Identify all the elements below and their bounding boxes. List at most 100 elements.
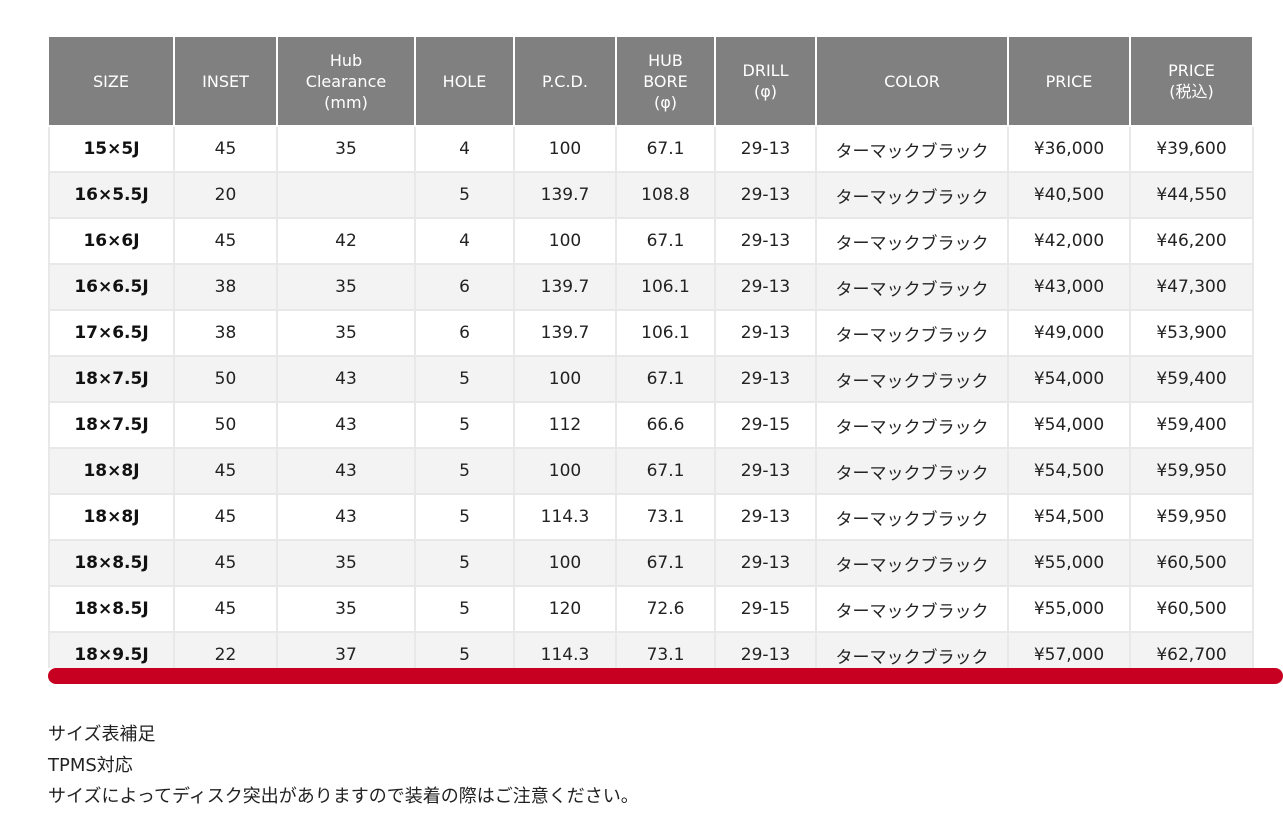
cell-size: 16×5.5J bbox=[48, 171, 175, 219]
header-pcd: P.C.D. bbox=[513, 37, 617, 127]
header-inset: INSET bbox=[173, 37, 278, 127]
table-row: 16×6J 45 42 4 100 67.1 29-13 ターマックブラック ¥42,000 ¥4… bbox=[48, 217, 1254, 265]
table-row: 17×6.5J 38 35 6 139.7 106.1 29-13 ターマックブラック ¥49,… bbox=[48, 309, 1254, 357]
cell-hub-clearance: 37 bbox=[276, 631, 416, 668]
table-row: 18×9.5J 22 37 5 114.3 73.1 29-13 ターマックブラック ¥57,0… bbox=[48, 631, 1254, 668]
cell-hub-bore: 73.1 bbox=[615, 631, 716, 668]
cell-color: ターマックブラック bbox=[815, 125, 1009, 173]
cell-price: ¥43,000 bbox=[1007, 263, 1131, 311]
cell-hole: 5 bbox=[414, 539, 515, 587]
table-row: 18×7.5J 50 43 5 100 67.1 29-13 ターマックブラック ¥54,000… bbox=[48, 355, 1254, 403]
cell-hole: 5 bbox=[414, 447, 515, 495]
cell-hub-clearance: 35 bbox=[276, 125, 416, 173]
cell-size: 18×8J bbox=[48, 447, 175, 495]
cell-price-tax-included: ¥53,900 bbox=[1129, 309, 1254, 357]
cell-price: ¥36,000 bbox=[1007, 125, 1131, 173]
table-header-row: SIZE INSET Hub Clearance (mm) HOLE P.C.D… bbox=[49, 37, 1254, 127]
cell-hub-bore: 67.1 bbox=[615, 355, 716, 403]
horizontal-scrollbar[interactable] bbox=[48, 668, 1283, 684]
header-hole: HOLE bbox=[414, 37, 515, 127]
cell-size: 15×5J bbox=[48, 125, 175, 173]
cell-price: ¥54,000 bbox=[1007, 355, 1131, 403]
cell-size: 18×7.5J bbox=[48, 355, 175, 403]
cell-color: ターマックブラック bbox=[815, 171, 1009, 219]
cell-inset: 38 bbox=[173, 309, 278, 357]
table-row: 18×8.5J 45 35 5 100 67.1 29-13 ターマックブラック ¥55,000… bbox=[48, 539, 1254, 587]
header-price-tax-included: PRICE (税込) bbox=[1129, 37, 1254, 127]
cell-hub-bore: 67.1 bbox=[615, 125, 716, 173]
cell-price-tax-included: ¥59,400 bbox=[1129, 401, 1254, 449]
cell-drill: 29-13 bbox=[714, 355, 817, 403]
cell-hole: 4 bbox=[414, 125, 515, 173]
table-row: 18×7.5J 50 43 5 112 66.6 29-15 ターマックブラック ¥54,000… bbox=[48, 401, 1254, 449]
cell-drill: 29-13 bbox=[714, 631, 817, 668]
cell-color: ターマックブラック bbox=[815, 631, 1009, 668]
cell-price-tax-included: ¥46,200 bbox=[1129, 217, 1254, 265]
cell-hub-clearance bbox=[276, 171, 416, 219]
note-disc-protrusion: サイズによってディスク突出がありますので装着の際はご注意ください。 bbox=[48, 786, 639, 807]
cell-pcd: 100 bbox=[513, 217, 617, 265]
table-row: 15×5J 45 35 4 100 67.1 29-13 ターマックブラック ¥36,000 ¥3… bbox=[48, 125, 1254, 173]
cell-drill: 29-13 bbox=[714, 539, 817, 587]
cell-price-tax-included: ¥47,300 bbox=[1129, 263, 1254, 311]
cell-price: ¥54,500 bbox=[1007, 493, 1131, 541]
cell-size: 18×8J bbox=[48, 493, 175, 541]
cell-hole: 4 bbox=[414, 217, 515, 265]
cell-hole: 5 bbox=[414, 171, 515, 219]
cell-hub-bore: 66.6 bbox=[615, 401, 716, 449]
cell-pcd: 100 bbox=[513, 355, 617, 403]
cell-pcd: 100 bbox=[513, 125, 617, 173]
cell-price-tax-included: ¥59,950 bbox=[1129, 493, 1254, 541]
cell-hub-bore: 106.1 bbox=[615, 263, 716, 311]
cell-color: ターマックブラック bbox=[815, 585, 1009, 633]
cell-size: 17×6.5J bbox=[48, 309, 175, 357]
cell-hub-bore: 106.1 bbox=[615, 309, 716, 357]
header-price: PRICE bbox=[1007, 37, 1131, 127]
cell-price: ¥54,000 bbox=[1007, 401, 1131, 449]
cell-hole: 5 bbox=[414, 401, 515, 449]
cell-drill: 29-13 bbox=[714, 217, 817, 265]
cell-price-tax-included: ¥62,700 bbox=[1129, 631, 1254, 668]
cell-hole: 5 bbox=[414, 631, 515, 668]
cell-hub-bore: 73.1 bbox=[615, 493, 716, 541]
cell-size: 18×7.5J bbox=[48, 401, 175, 449]
size-table-container[interactable]: SIZE INSET Hub Clearance (mm) HOLE P.C.D… bbox=[48, 37, 1283, 668]
table-row: 18×8J 45 43 5 114.3 73.1 29-13 ターマックブラック ¥54,500… bbox=[48, 493, 1254, 541]
cell-pcd: 139.7 bbox=[513, 309, 617, 357]
cell-price: ¥49,000 bbox=[1007, 309, 1131, 357]
cell-inset: 45 bbox=[173, 493, 278, 541]
cell-pcd: 112 bbox=[513, 401, 617, 449]
cell-size: 18×8.5J bbox=[48, 539, 175, 587]
cell-hole: 6 bbox=[414, 309, 515, 357]
cell-color: ターマックブラック bbox=[815, 401, 1009, 449]
cell-inset: 45 bbox=[173, 585, 278, 633]
cell-size: 18×8.5J bbox=[48, 585, 175, 633]
cell-pcd: 114.3 bbox=[513, 631, 617, 668]
cell-pcd: 100 bbox=[513, 539, 617, 587]
cell-color: ターマックブラック bbox=[815, 309, 1009, 357]
header-hub-clearance: Hub Clearance (mm) bbox=[276, 37, 416, 127]
cell-price: ¥57,000 bbox=[1007, 631, 1131, 668]
cell-price-tax-included: ¥39,600 bbox=[1129, 125, 1254, 173]
cell-price-tax-included: ¥44,550 bbox=[1129, 171, 1254, 219]
header-color: COLOR bbox=[815, 37, 1009, 127]
header-size: SIZE bbox=[49, 37, 175, 127]
cell-price: ¥55,000 bbox=[1007, 539, 1131, 587]
cell-hub-bore: 72.6 bbox=[615, 585, 716, 633]
cell-pcd: 120 bbox=[513, 585, 617, 633]
scrollbar-thumb[interactable] bbox=[48, 668, 1283, 684]
note-tpms: TPMS対応 bbox=[48, 755, 133, 776]
cell-price-tax-included: ¥60,500 bbox=[1129, 585, 1254, 633]
header-drill: DRILL (φ) bbox=[714, 37, 817, 127]
table-row: 18×8J 45 43 5 100 67.1 29-13 ターマックブラック ¥54,500 ¥5… bbox=[48, 447, 1254, 495]
cell-inset: 45 bbox=[173, 125, 278, 173]
table-body: 15×5J 45 35 4 100 67.1 29-13 ターマックブラック ¥36,000 ¥3… bbox=[48, 125, 1254, 668]
table-row: 16×6.5J 38 35 6 139.7 106.1 29-13 ターマックブラック ¥43,… bbox=[48, 263, 1254, 311]
cell-size: 16×6J bbox=[48, 217, 175, 265]
cell-inset: 38 bbox=[173, 263, 278, 311]
cell-color: ターマックブラック bbox=[815, 493, 1009, 541]
cell-hub-bore: 67.1 bbox=[615, 539, 716, 587]
cell-price-tax-included: ¥59,950 bbox=[1129, 447, 1254, 495]
cell-inset: 22 bbox=[173, 631, 278, 668]
cell-inset: 45 bbox=[173, 217, 278, 265]
